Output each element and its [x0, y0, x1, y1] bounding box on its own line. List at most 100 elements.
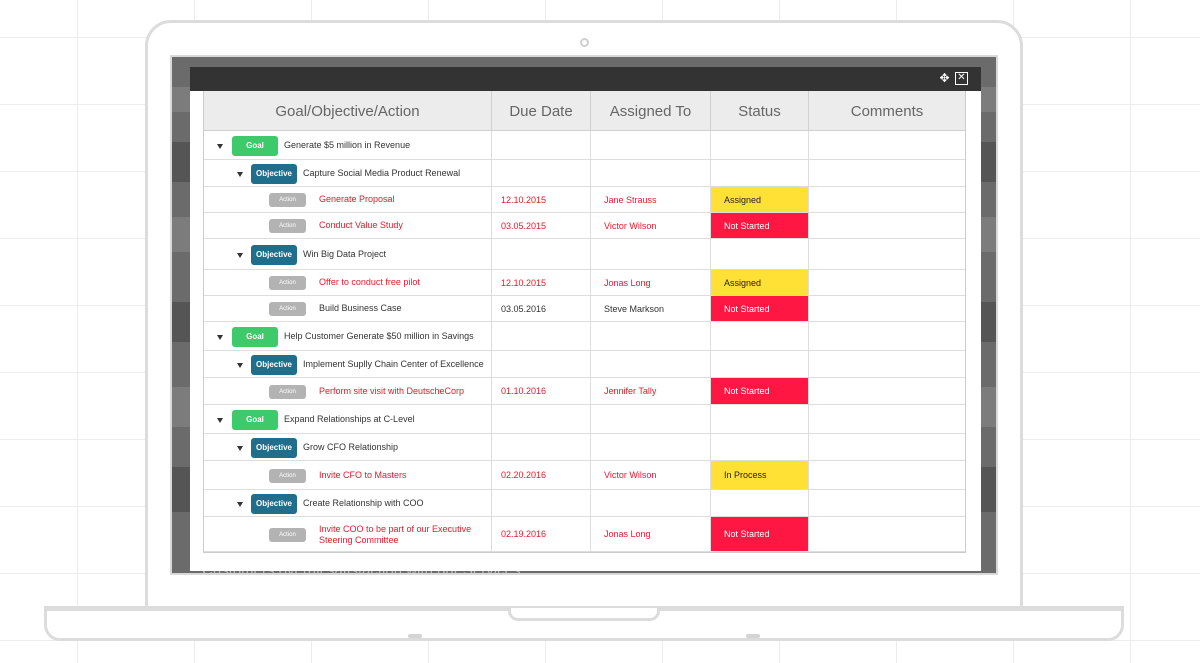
table-row[interactable]: Action Build Business Case 03.05.2016 Steve…: [204, 296, 965, 322]
cell-due-date: 12.10.2015: [492, 270, 591, 295]
caret-down-icon[interactable]: [237, 501, 243, 507]
cell-due-date-text: 02.20.2016: [501, 470, 547, 480]
cell-due-date-text: 03.05.2015: [501, 220, 547, 231]
objective-title[interactable]: Capture Social Media Product Renewal: [303, 167, 461, 178]
cell-comments[interactable]: [809, 351, 965, 377]
caret-down-icon[interactable]: [237, 252, 243, 258]
expand-icon[interactable]: ✥: [939, 71, 950, 85]
caret-down-icon[interactable]: [217, 417, 223, 423]
cell-comments[interactable]: [809, 322, 965, 350]
cell-item: Goal Generate $5 million in Revenue: [204, 131, 492, 159]
caret-down-icon[interactable]: [237, 362, 243, 368]
status-badge[interactable]: Not Started: [711, 517, 808, 551]
cell-due-date: [492, 239, 591, 269]
action-tag: Action: [269, 219, 306, 233]
cell-status: [711, 160, 809, 186]
cell-comments[interactable]: [809, 160, 965, 186]
goal-title[interactable]: Expand Relationships at C-Level: [284, 413, 415, 424]
cell-comments[interactable]: [809, 187, 965, 212]
action-title[interactable]: Conduct Value Study: [319, 220, 403, 230]
status-badge[interactable]: Assigned: [711, 270, 808, 295]
action-title[interactable]: Invite CFO to Masters: [319, 469, 407, 480]
cell-comments[interactable]: [809, 405, 965, 433]
cell-assigned-to: [591, 131, 711, 159]
column-header-status[interactable]: Status: [711, 91, 809, 131]
objective-title[interactable]: Grow CFO Relationship: [303, 441, 399, 452]
cell-due-date: [492, 434, 591, 460]
goal-title[interactable]: Generate $5 million in Revenue: [284, 139, 411, 150]
cell-assigned-to-text: Victor Wilson: [604, 220, 657, 231]
cell-comments[interactable]: [809, 517, 965, 551]
cell-due-date: 01.10.2016: [492, 378, 591, 404]
column-header-goal[interactable]: Goal/Objective/Action: [204, 91, 492, 131]
cell-assigned-to: [591, 322, 711, 350]
objective-tag: Objective: [251, 244, 297, 265]
cell-due-date-text: 12.10.2015: [501, 277, 547, 288]
objective-title[interactable]: Win Big Data Project: [303, 248, 387, 259]
table-row[interactable]: Objective Implement Suplly Chain Center o…: [204, 351, 965, 378]
laptop-foot: [746, 634, 760, 638]
cell-comments[interactable]: [809, 461, 965, 489]
close-icon[interactable]: ✕: [955, 72, 968, 85]
action-title[interactable]: Generate Proposal: [319, 194, 395, 204]
cell-comments[interactable]: [809, 490, 965, 516]
cell-comments[interactable]: [809, 434, 965, 460]
table-row[interactable]: Goal Generate $5 million in Revenue: [204, 131, 965, 160]
cell-item: Goal Help Customer Generate $50 million i…: [204, 322, 492, 350]
objective-tag: Objective: [251, 437, 297, 458]
cell-comments[interactable]: [809, 213, 965, 238]
cell-assigned-to-text: Jennifer Tally: [604, 386, 657, 396]
cell-comments[interactable]: [809, 131, 965, 159]
goal-tag: Goal: [232, 409, 278, 430]
goal-tag: Goal: [232, 326, 278, 347]
cell-comments[interactable]: [809, 270, 965, 295]
column-header-assigned-to[interactable]: Assigned To: [591, 91, 711, 131]
status-badge[interactable]: Not Started: [711, 213, 808, 238]
cell-assigned-to: [591, 490, 711, 516]
cell-due-date-text: 01.10.2016: [501, 386, 547, 396]
caret-down-icon[interactable]: [217, 334, 223, 340]
table-row[interactable]: Action Invite CFO to Masters 02.20.2016 Vic…: [204, 461, 965, 490]
caret-down-icon[interactable]: [217, 143, 223, 149]
cell-comments[interactable]: [809, 378, 965, 404]
cell-assigned-to: [591, 239, 711, 269]
status-badge[interactable]: Not Started: [711, 296, 808, 321]
column-header-due-date[interactable]: Due Date: [492, 91, 591, 131]
cell-status: [711, 322, 809, 350]
cell-assigned-to: Victor Wilson: [591, 213, 711, 238]
action-title[interactable]: Offer to conduct free pilot: [319, 277, 420, 287]
column-header-comments[interactable]: Comments: [850, 103, 924, 120]
action-title[interactable]: Perform site visit with DeutscheCorp: [319, 385, 465, 396]
action-tag: Action: [269, 302, 306, 316]
table-row[interactable]: Objective Create Relationship with COO: [204, 490, 965, 517]
status-badge[interactable]: Not Started: [711, 378, 808, 404]
objective-title[interactable]: Implement Suplly Chain Center of Excelle…: [303, 358, 484, 369]
goal-title[interactable]: Help Customer Generate $50 million in Sa…: [284, 330, 474, 341]
objective-title[interactable]: Create Relationship with COO: [303, 497, 424, 508]
goal-tag: Goal: [232, 135, 278, 156]
laptop-base-edge: [44, 606, 1124, 611]
cell-due-date-text: 02.19.2016: [501, 529, 547, 539]
status-badge[interactable]: Assigned: [711, 187, 808, 212]
action-title[interactable]: Invite COO to be part of our Executive S…: [319, 523, 472, 545]
table-row[interactable]: Goal Expand Relationships at C-Level: [204, 405, 965, 434]
caret-down-icon[interactable]: [237, 171, 243, 177]
cell-status: Not Started: [711, 296, 809, 321]
action-title[interactable]: Build Business Case: [319, 303, 402, 313]
status-badge[interactable]: In Process: [711, 461, 808, 489]
table-row[interactable]: Action Perform site visit with DeutscheCo…: [204, 378, 965, 405]
cell-comments[interactable]: [809, 239, 965, 269]
table-row[interactable]: Action Generate Proposal 12.10.2015 Jane St…: [204, 187, 965, 213]
laptop-notch: [508, 608, 660, 621]
table-row[interactable]: Action Offer to conduct free pilot 12.10.2…: [204, 270, 965, 296]
table-row[interactable]: Goal Help Customer Generate $50 million i…: [204, 322, 965, 351]
cell-comments[interactable]: [809, 296, 965, 321]
table-row[interactable]: Objective Capture Social Media Product Re…: [204, 160, 965, 187]
table-row[interactable]: Objective Win Big Data Project: [204, 239, 965, 270]
caret-down-icon[interactable]: [237, 445, 243, 451]
table-row[interactable]: Action Conduct Value Study 03.05.2015 Victo…: [204, 213, 965, 239]
table-row[interactable]: Objective Grow CFO Relationship: [204, 434, 965, 461]
table-row[interactable]: Action Invite COO to be part of our Execu…: [204, 517, 965, 552]
cell-status: Not Started: [711, 517, 809, 551]
cell-assigned-to: Victor Wilson: [591, 461, 711, 489]
